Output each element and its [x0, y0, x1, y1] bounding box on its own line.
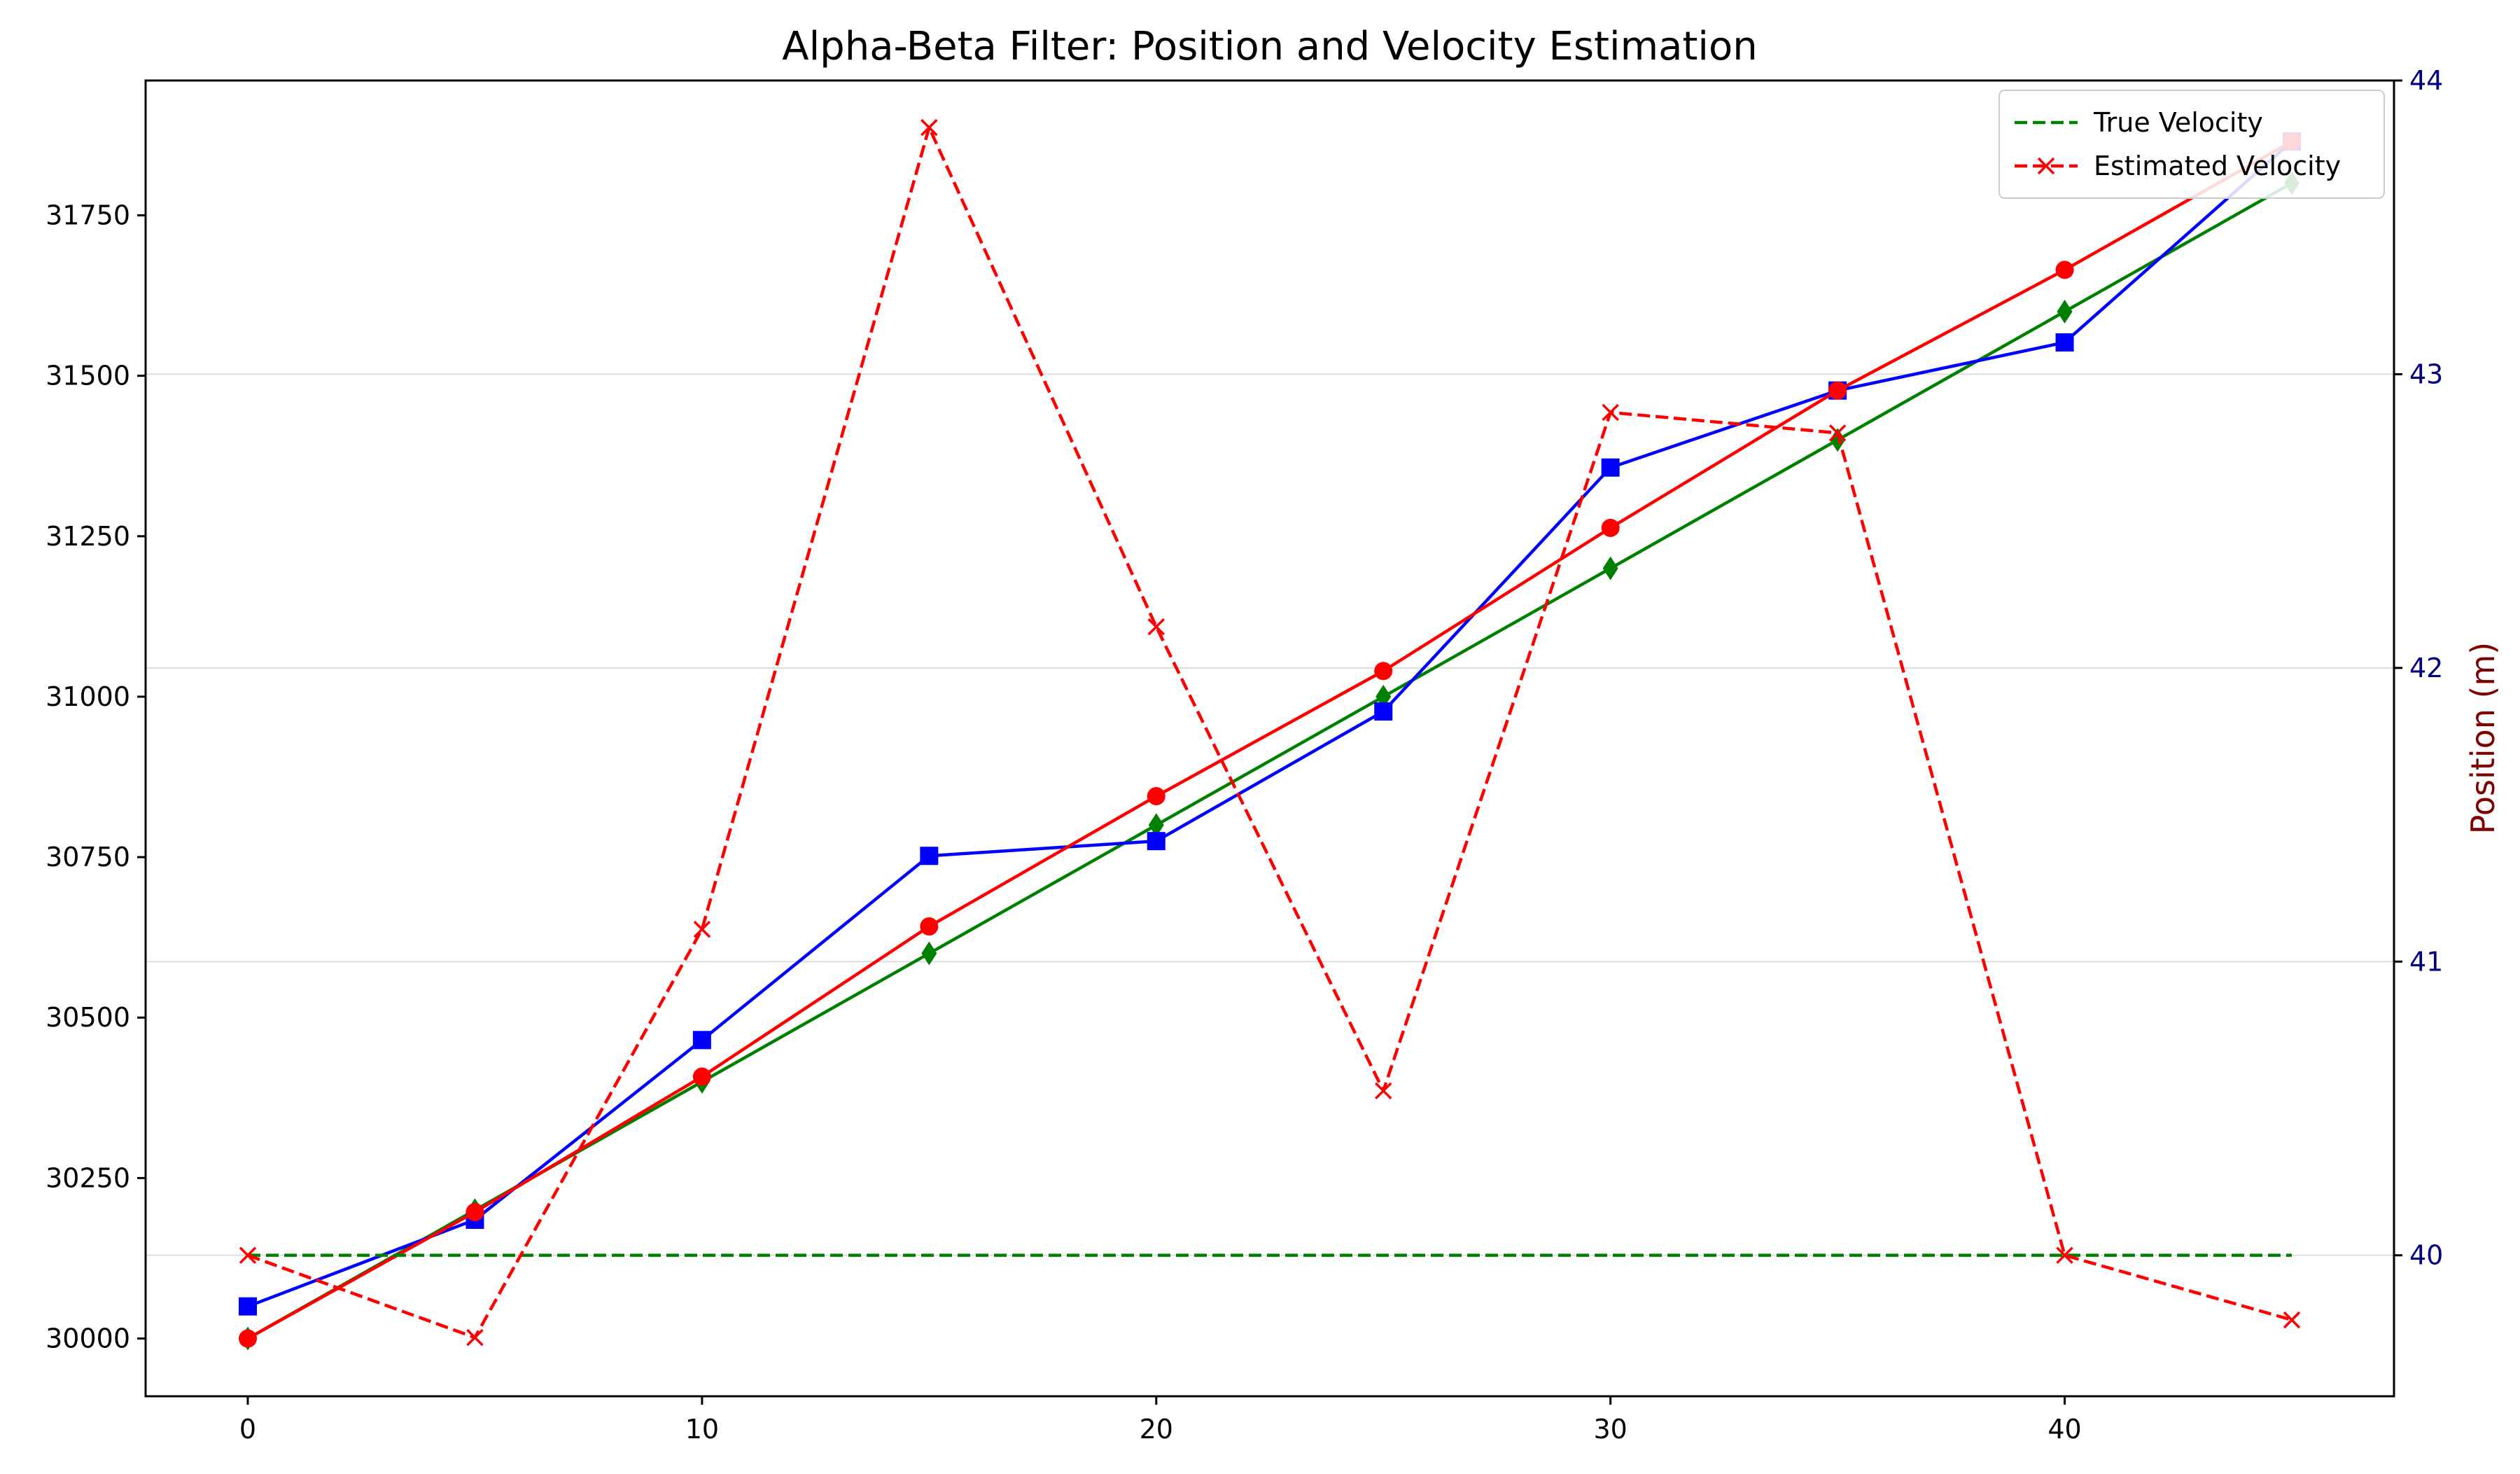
series-0-point-4: [1148, 813, 1164, 837]
series-4-point-7-stroke-b: [1828, 424, 1847, 442]
left-tick-label-30250: 30250: [46, 1162, 130, 1193]
series-4-point-8-stroke-b: [2056, 1246, 2073, 1264]
series-0-point-8: [2057, 299, 2073, 324]
series-4-point-3-stroke-b: [920, 118, 938, 137]
series-1-line: [247, 140, 2293, 1308]
series-4-point-5: [1374, 1082, 1392, 1100]
plot-frame: [144, 79, 2395, 1398]
series-layer: [239, 118, 2301, 1351]
left-tick-label-31500: 31500: [46, 361, 130, 391]
left-tick-label-30750: 30750: [46, 842, 130, 872]
left-tick-label-30000: 30000: [46, 1323, 130, 1354]
series-2-point-0: [239, 1329, 257, 1348]
legend-label-1: Estimated Velocity: [2094, 151, 2341, 181]
series-4-point-4-stroke-b: [1147, 618, 1166, 636]
series-4-point-2: [693, 920, 711, 938]
series-0-point-6: [1602, 556, 1618, 580]
series-4-point-6: [1602, 403, 1619, 422]
right-tick-label-42: 42: [2409, 653, 2443, 683]
legend-marker-1: [2037, 157, 2055, 175]
series-4-point-2-stroke-b: [693, 920, 711, 938]
series-4-point-6-stroke-b: [1602, 403, 1619, 422]
series-4-point-1-stroke-b: [466, 1328, 484, 1347]
series-2-point-1: [465, 1202, 484, 1221]
series-1-point-0: [239, 1297, 257, 1316]
right-tick-label-43: 43: [2409, 359, 2443, 389]
legend: True Velocity Estimated Velocity: [1998, 90, 2385, 199]
right-tick-label-44: 44: [2409, 65, 2443, 96]
right-tick-label-41: 41: [2409, 946, 2443, 977]
series-2-point-8: [2055, 260, 2074, 279]
left-tick-label-30500: 30500: [46, 1002, 130, 1033]
x-tick-label-40: 40: [2047, 1414, 2081, 1445]
x-tick-label-30: 30: [1593, 1414, 1627, 1445]
x-tick-label-10: 10: [685, 1414, 719, 1445]
series-1-point-5: [1374, 702, 1393, 721]
series-2-line: [246, 140, 2293, 1340]
series-4-point-3: [920, 118, 938, 137]
series-4-point-0-stroke-b: [239, 1246, 257, 1264]
left-tick-label-31250: 31250: [46, 521, 130, 552]
series-1-point-3: [920, 847, 939, 865]
series-2-point-2: [692, 1067, 711, 1086]
series-2-point-7: [1828, 381, 1847, 400]
series-2-point-6: [1601, 518, 1620, 537]
series-4-point-9-stroke-b: [2283, 1311, 2301, 1329]
legend-marker-1-stroke-b: [2037, 157, 2055, 175]
chart-title: Alpha-Beta Filter: Position and Velocity…: [782, 24, 1757, 69]
series-1-point-8: [2055, 333, 2074, 352]
right-tick-label-40: 40: [2409, 1240, 2443, 1271]
series-2-point-4: [1147, 786, 1166, 805]
series-4-point-5-stroke-b: [1374, 1082, 1392, 1100]
series-4-point-8: [2056, 1246, 2073, 1264]
series-4-point-1: [466, 1328, 484, 1347]
series-0-point-3: [921, 941, 937, 966]
legend-label-0: True Velocity: [2093, 107, 2263, 138]
series-4-line: [247, 125, 2292, 1340]
left-tick-label-31000: 31000: [46, 681, 130, 712]
series-2-point-5: [1374, 662, 1393, 681]
series-1-point-6: [1601, 458, 1620, 477]
series-1-point-2: [692, 1031, 711, 1050]
left-tick-label-31750: 31750: [46, 200, 130, 230]
series-1-point-4: [1147, 832, 1166, 851]
series-0-point-7: [1830, 428, 1846, 452]
series-4-point-7: [1828, 424, 1847, 442]
series-4-point-4: [1147, 618, 1166, 636]
axis-layer: 0 10 20 30 40 30000 30250 30500 30750 31000 31250 3…: [46, 65, 2443, 1445]
series-4-point-9: [2283, 1311, 2301, 1329]
x-tick-label-0: 0: [239, 1414, 256, 1445]
series-4-point-0: [239, 1246, 257, 1264]
legend-box: [1998, 90, 2385, 199]
x-tick-label-20: 20: [1140, 1414, 1173, 1445]
right-axis-label: Position (m): [2464, 642, 2502, 834]
series-2-point-3: [920, 917, 939, 936]
